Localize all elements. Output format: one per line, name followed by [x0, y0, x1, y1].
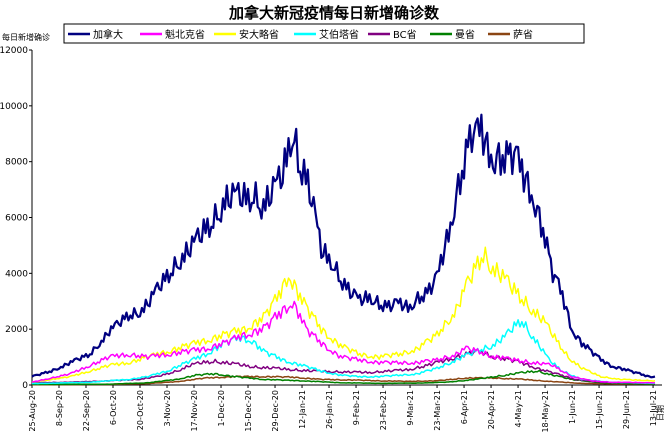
x-tick-label: 29-Dec-20: [271, 390, 280, 432]
y-tick-label: 6000: [5, 214, 28, 224]
x-tick-label: 25-Aug-20: [28, 390, 37, 432]
y-tick-label: 8000: [5, 158, 28, 168]
x-ticks: 25-Aug-20 8-Sep-20 22-Sep-20 6-Oct-20 20-Oct…: [28, 385, 658, 433]
x-tick-label: 8-Sep-20: [55, 390, 64, 426]
x-tick-label: 9-Feb-21: [352, 390, 361, 425]
legend-label: 安大略省: [239, 28, 279, 41]
legend: 加拿大 魁北克省 安大略省 艾伯塔省 BC省 曼省 萨省: [63, 23, 585, 44]
y-axis-label: 每日新增确诊: [2, 32, 50, 42]
x-tick-label: 15-Jun-21: [595, 390, 604, 429]
series-line-BC省: [31, 348, 656, 385]
plot-area: [31, 113, 656, 386]
y-tick-label: 12000: [0, 46, 28, 56]
x-tick-label: 13-Jul-21: [649, 390, 658, 426]
x-tick-label: 15-Dec-20: [244, 390, 253, 432]
x-axis-label: 日期: [656, 405, 665, 421]
x-tick-label: 29-Jun-21: [622, 390, 631, 429]
axes: [31, 50, 662, 386]
legend-box: [63, 23, 585, 44]
series-line-魁北克省: [31, 300, 656, 384]
legend-label: 艾伯塔省: [319, 28, 359, 41]
legend-label: 魁北克省: [165, 28, 205, 41]
x-tick-label: 1-Dec-20: [217, 390, 226, 427]
legend-label: 加拿大: [93, 28, 123, 41]
x-tick-label: 20-Oct-20: [136, 390, 145, 430]
x-tick-label: 12-Jan-21: [298, 390, 307, 429]
x-tick-label: 20-Apr-21: [487, 390, 496, 429]
y-ticks: 0 2000 4000 6000 8000 10000 12000: [0, 46, 32, 391]
x-tick-label: 4-May-21: [514, 390, 523, 427]
y-tick-label: 4000: [5, 269, 28, 279]
series-line-安大略省: [31, 246, 656, 383]
series-line-加拿大: [31, 113, 656, 379]
y-tick-label: 2000: [5, 325, 28, 335]
x-tick-label: 18-May-21: [541, 390, 550, 433]
x-tick-label: 3-Nov-20: [163, 390, 172, 426]
x-tick-label: 6-Apr-21: [460, 390, 469, 424]
x-tick-label: 23-Feb-21: [379, 390, 388, 430]
y-tick-label: 10000: [0, 102, 28, 112]
x-tick-label: 23-Mar-21: [433, 390, 442, 431]
x-tick-label: 17-Nov-20: [190, 390, 199, 432]
x-tick-label: 9-Mar-21: [406, 390, 415, 426]
x-tick-label: 26-Jan-21: [325, 390, 334, 429]
legend-label: 曼省: [455, 28, 475, 41]
y-tick-label: 0: [22, 381, 28, 391]
x-tick-label: 1-Jun-21: [568, 390, 577, 424]
series-line-曼省: [31, 369, 656, 386]
legend-label: BC省: [393, 28, 417, 41]
x-tick-label: 6-Oct-20: [109, 390, 118, 425]
x-tick-label: 22-Sep-20: [82, 390, 91, 431]
legend-label: 萨省: [513, 28, 533, 41]
series-line-艾伯塔省: [32, 319, 656, 385]
chart-title: 加拿大新冠疫情每日新增确诊数: [228, 4, 440, 22]
